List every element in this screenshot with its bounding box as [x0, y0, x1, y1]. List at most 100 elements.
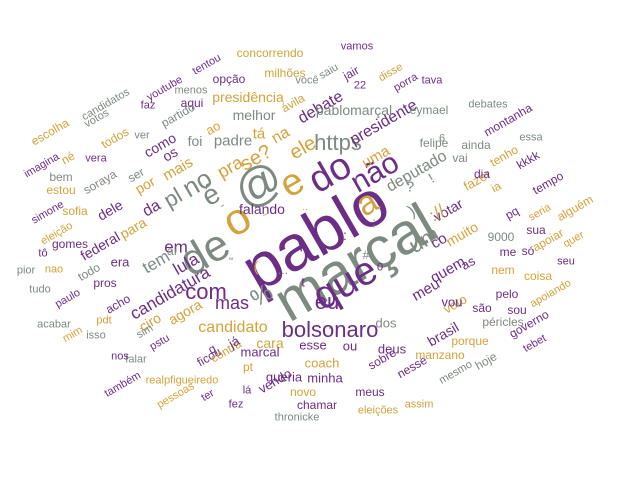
word-me: me — [499, 245, 517, 259]
word-sua: sua — [526, 223, 546, 237]
word-pstu: pstu — [147, 332, 172, 353]
word-symbol-189: ... — [277, 263, 289, 277]
word-tenho: tenho — [487, 142, 521, 170]
word-paulo: paulo — [53, 286, 83, 311]
word-pericles: péricles — [482, 315, 524, 329]
word-em: em — [164, 237, 188, 257]
word-pq: pq — [502, 203, 522, 223]
word-cara: cara — [256, 335, 284, 351]
word-thronicke: thronicke — [274, 411, 320, 424]
word-acabar: acabar — [37, 318, 71, 331]
word-felipe: felipe — [419, 136, 449, 150]
word-acho: acho — [103, 291, 133, 317]
word-estou: estou — [46, 183, 76, 197]
word-t: t — [301, 274, 305, 290]
word-realpfigueiredo: realpfigueiredo — [145, 374, 219, 387]
word-partido: partido — [158, 99, 198, 131]
word-concorrendo: concorrendo — [236, 46, 304, 60]
word-symbol-185: " — [228, 255, 234, 269]
word-symbol-177: ( — [253, 258, 259, 276]
word-para: para — [116, 214, 150, 242]
word-muito: muito — [443, 218, 481, 250]
word-symbol-182: : — [343, 227, 347, 243]
word-nem: nem — [491, 263, 515, 277]
word-sao: são — [472, 301, 492, 315]
word-coisa: coisa — [523, 269, 553, 283]
word-mesmo: mesmo — [437, 358, 475, 387]
word-voce: você — [295, 74, 319, 87]
word-pelo: pelo — [495, 287, 519, 301]
word-pablomarcal: pablomarçal — [315, 102, 393, 118]
word-minha: minha — [307, 370, 343, 386]
word-dos: dos — [375, 315, 397, 331]
word-eu: eu — [314, 289, 340, 314]
word-escolha: escolha — [28, 115, 72, 149]
word-bolsonaro: bolsonaro — [281, 317, 379, 342]
word-symbol-178: ? — [405, 178, 415, 196]
word-6: 6 — [438, 132, 446, 145]
word-simone: simone — [29, 198, 67, 227]
word-esse: esse — [299, 337, 327, 353]
word-tudo: tudo — [29, 283, 51, 296]
word-meus: meus — [355, 385, 385, 399]
word-seu: seu — [557, 255, 575, 268]
word-candidato: candidato — [198, 319, 268, 336]
word-symbol-186: # — [362, 248, 370, 262]
word-isso: isso — [86, 329, 106, 342]
word-assim: assim — [404, 398, 434, 411]
word-melhor: melhor — [232, 107, 276, 123]
word-la: lá — [242, 384, 252, 397]
word-pl: pl — [159, 182, 187, 213]
word-tebet: tebet — [521, 332, 549, 355]
word-vamos: vamos — [340, 40, 374, 53]
word-marcal: marcal — [240, 344, 280, 360]
word-vai: vai — [452, 151, 468, 165]
word-https: https — [314, 130, 362, 155]
word-bem: bem — [49, 170, 73, 184]
word-pt: pt — [242, 360, 254, 374]
word-eleicoes: eleições — [357, 404, 399, 417]
word-mas: mas — [214, 293, 250, 313]
word-com: com — [185, 279, 227, 304]
word-aqui: aqui — [180, 96, 204, 110]
word-falando: falando — [239, 201, 285, 217]
word-manzano: manzano — [415, 348, 465, 362]
word-milhoes: milhões — [264, 66, 306, 80]
word-symbol-184: ; — [372, 215, 376, 229]
word-essa: essa — [519, 131, 543, 144]
word-symbol-193: ' — [329, 326, 331, 337]
word-novo: novo — [289, 385, 317, 399]
word-nos: nos — [111, 350, 129, 363]
word-saiu: saiu — [317, 61, 341, 82]
word-seria: seria — [526, 201, 554, 224]
word-ta: tá — [252, 125, 266, 143]
word-foi: foi — [187, 133, 203, 149]
word-dele: dele — [94, 196, 126, 224]
word-pdt: pdt — [96, 314, 112, 327]
word-pior: pior — [16, 264, 36, 277]
word-faz: faz — [140, 99, 156, 112]
word-22: 22 — [353, 79, 367, 92]
word-falar: falar — [125, 353, 147, 366]
word-quer: quer — [561, 228, 587, 251]
word-vera: vera — [85, 152, 107, 165]
word-tempo: tempo — [530, 168, 566, 198]
word-fez: fez — [228, 398, 244, 411]
word-debates: debates — [468, 98, 508, 111]
word-da: da — [139, 196, 164, 221]
word-ter: ter — [199, 387, 217, 404]
word-tava: tava — [421, 74, 443, 87]
word-padre: padre — [213, 132, 253, 150]
word-vendo: vendo — [255, 365, 295, 397]
word-0: 0 — [376, 261, 384, 274]
word-ou: ou — [342, 338, 358, 354]
word-porque: porque — [451, 334, 489, 348]
word-ainda: ainda — [461, 138, 491, 152]
word-era: era — [110, 254, 130, 270]
word-ne: né — [58, 148, 78, 168]
word-sofia: sofia — [62, 204, 88, 218]
word-menos: menos — [174, 84, 208, 97]
word-todos: todos — [98, 124, 132, 152]
word-pros: pros — [93, 276, 117, 290]
